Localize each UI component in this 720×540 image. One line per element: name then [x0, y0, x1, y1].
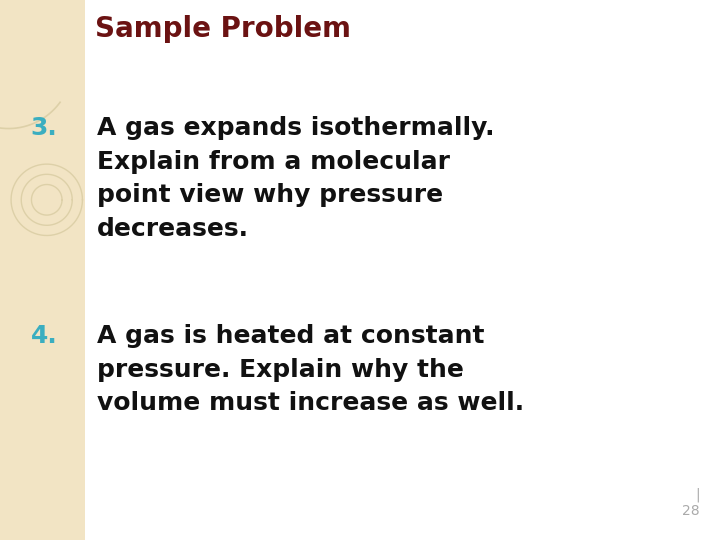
- Text: 4.: 4.: [31, 324, 58, 348]
- Text: A gas expands isothermally.
Explain from a molecular
point view why pressure
dec: A gas expands isothermally. Explain from…: [97, 116, 495, 241]
- Text: |: |: [696, 488, 700, 502]
- Bar: [0, 0, 85, 540]
- Text: 28: 28: [683, 504, 700, 518]
- Text: 3.: 3.: [31, 116, 58, 140]
- Text: Sample Problem: Sample Problem: [95, 15, 351, 43]
- Text: A gas is heated at constant
pressure. Explain why the
volume must increase as we: A gas is heated at constant pressure. Ex…: [97, 324, 524, 415]
